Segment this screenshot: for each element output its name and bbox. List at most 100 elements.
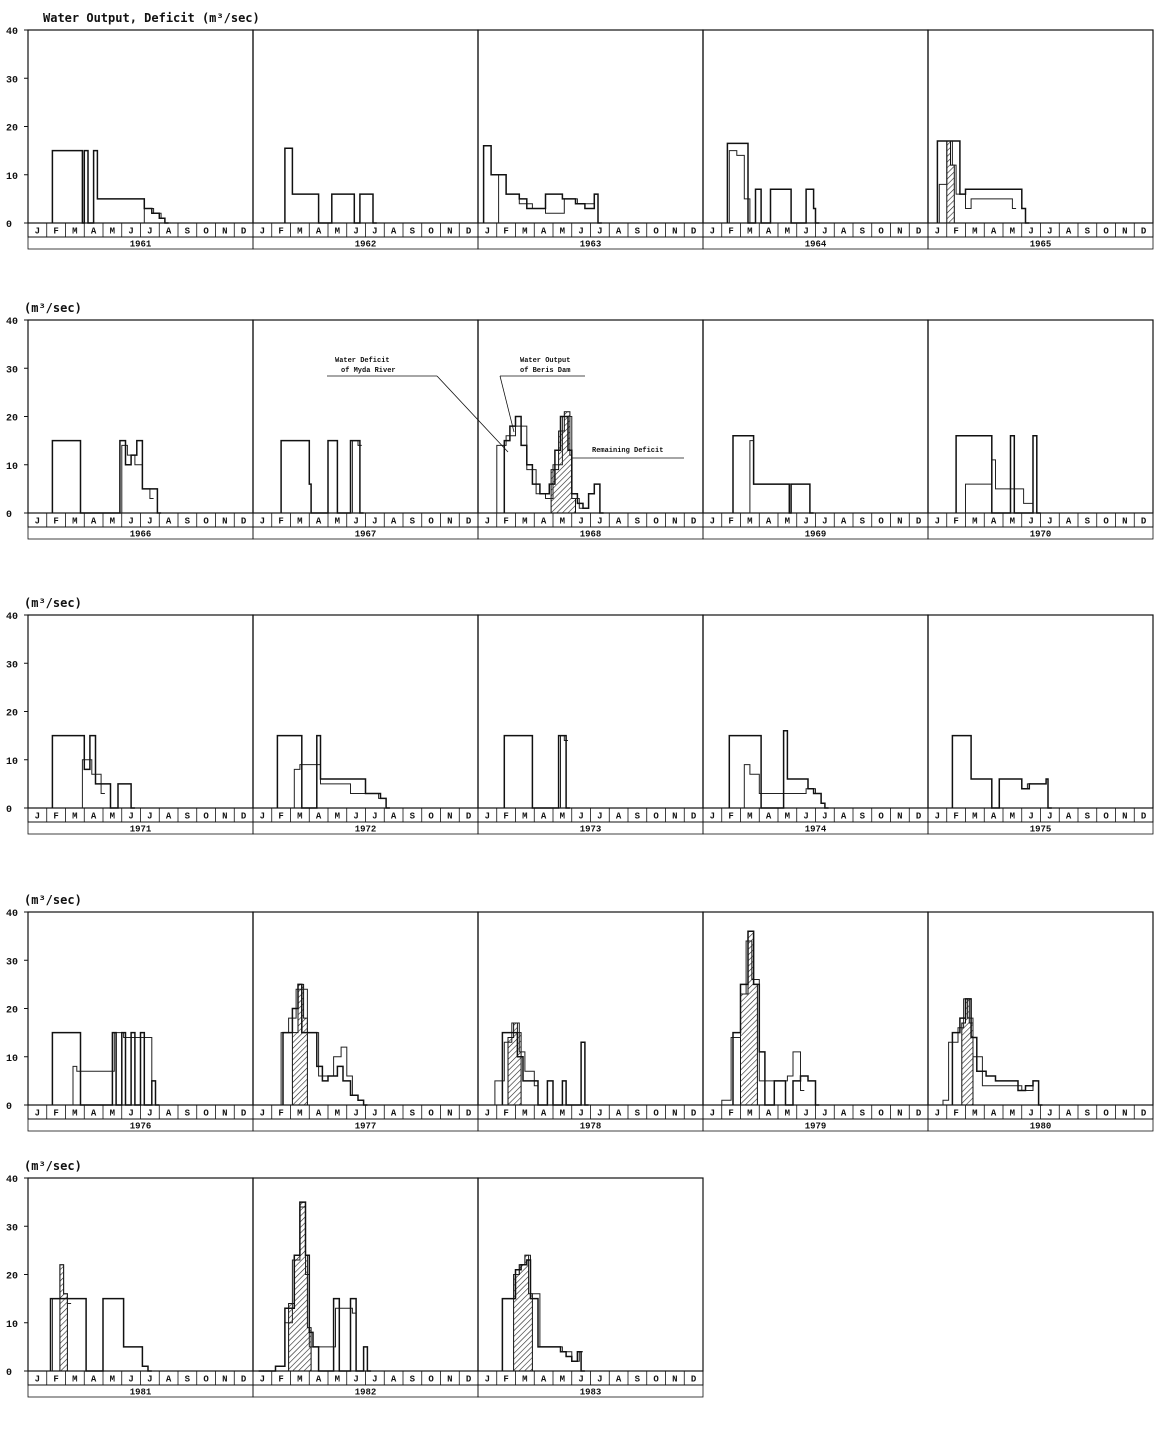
water-output-line <box>503 415 604 514</box>
month-label: F <box>503 517 508 527</box>
month-label: S <box>1085 1109 1091 1119</box>
month-label: O <box>428 1109 434 1119</box>
year-label: 1975 <box>1030 825 1052 835</box>
month-label: F <box>278 227 283 237</box>
month-label: J <box>485 517 490 527</box>
month-label: J <box>372 812 377 822</box>
row-ylabel: Water Output, Deficit (m³/sec) <box>43 11 260 25</box>
y-tick-label: 10 <box>6 462 18 473</box>
month-label: A <box>391 812 397 822</box>
year-strip <box>927 821 1154 835</box>
y-tick-label: 10 <box>6 757 18 768</box>
month-label: J <box>935 517 940 527</box>
month-label: N <box>897 227 902 237</box>
month-label: M <box>785 812 790 822</box>
year-strip <box>927 526 1154 540</box>
month-label: A <box>91 517 97 527</box>
month-label: S <box>635 1375 641 1385</box>
month-label: J <box>485 812 490 822</box>
month-label: A <box>391 227 397 237</box>
y-tick-label: 40 <box>6 612 18 623</box>
month-label: M <box>335 1109 340 1119</box>
month-label: F <box>953 1109 958 1119</box>
remaining-deficit-area <box>291 983 308 1106</box>
month-label: F <box>728 227 733 237</box>
month-label: N <box>897 1109 902 1119</box>
month-label: D <box>241 812 247 822</box>
year-label: 1981 <box>130 1388 152 1398</box>
month-label: J <box>597 1375 602 1385</box>
month-label: J <box>128 1109 133 1119</box>
month-label: A <box>391 1109 397 1119</box>
month-label: J <box>935 1109 940 1119</box>
month-label: S <box>185 227 191 237</box>
month-label: S <box>185 812 191 822</box>
month-label: O <box>1103 1109 1109 1119</box>
month-label: D <box>691 1109 697 1119</box>
month-label: D <box>241 1375 247 1385</box>
month-label: A <box>841 517 847 527</box>
month-label: J <box>485 227 490 237</box>
month-label: S <box>860 812 866 822</box>
month-label: D <box>691 1375 697 1385</box>
month-label: D <box>1141 227 1147 237</box>
annotation-remaining: Remaining Deficit <box>592 447 663 455</box>
month-label: J <box>1047 517 1052 527</box>
y-tick-label: 20 <box>6 709 18 720</box>
row-ylabel: (m³/sec) <box>24 301 82 315</box>
month-label: J <box>35 1375 40 1385</box>
month-label: M <box>297 227 302 237</box>
month-label: A <box>841 227 847 237</box>
month-label: J <box>372 1109 377 1119</box>
water-deficit-line <box>72 1032 156 1105</box>
panel-frame <box>927 614 1154 809</box>
month-label: N <box>222 517 227 527</box>
water-output-line <box>955 435 1041 514</box>
water-deficit-line <box>81 759 105 808</box>
water-deficit-line <box>728 150 754 224</box>
month-label: M <box>1010 812 1015 822</box>
water-deficit-line <box>749 440 793 513</box>
y-tick-label: 20 <box>6 124 18 135</box>
y-tick-label: 10 <box>6 1320 18 1331</box>
month-label: O <box>203 812 209 822</box>
water-deficit-line <box>494 1022 538 1105</box>
month-label: M <box>110 517 115 527</box>
year-label: 1963 <box>580 240 602 250</box>
month-label: N <box>672 1109 677 1119</box>
month-label: M <box>110 1375 115 1385</box>
month-label: N <box>1122 517 1127 527</box>
month-label: J <box>147 1375 152 1385</box>
month-label: A <box>766 517 772 527</box>
month-label: F <box>53 1109 58 1119</box>
month-label: J <box>353 1375 358 1385</box>
month-label: A <box>391 517 397 527</box>
panel-frame <box>702 319 929 514</box>
month-label: J <box>353 1109 358 1119</box>
month-label: M <box>522 1375 527 1385</box>
month-label: M <box>72 227 77 237</box>
month-label: F <box>278 812 283 822</box>
month-label: M <box>972 1109 977 1119</box>
month-label: F <box>53 517 58 527</box>
month-label: M <box>560 517 565 527</box>
annotation-output-line2: of Beris Dam <box>520 367 570 375</box>
remaining-deficit-area <box>513 1254 533 1372</box>
month-label: A <box>166 517 172 527</box>
month-label: A <box>1066 812 1072 822</box>
month-label: O <box>428 227 434 237</box>
y-tick-label: 10 <box>6 1054 18 1065</box>
year-label: 1976 <box>130 1122 152 1132</box>
year-label: 1961 <box>130 240 152 250</box>
month-label: A <box>991 1109 997 1119</box>
month-label: J <box>578 227 583 237</box>
month-label: D <box>1141 812 1147 822</box>
month-label: D <box>691 812 697 822</box>
year-label: 1980 <box>1030 1122 1052 1132</box>
month-label: S <box>410 812 416 822</box>
month-label: S <box>860 227 866 237</box>
water-output-line <box>482 145 602 224</box>
panel-frame <box>27 319 254 514</box>
month-label: N <box>222 1375 227 1385</box>
y-tick-label: 30 <box>6 75 18 86</box>
